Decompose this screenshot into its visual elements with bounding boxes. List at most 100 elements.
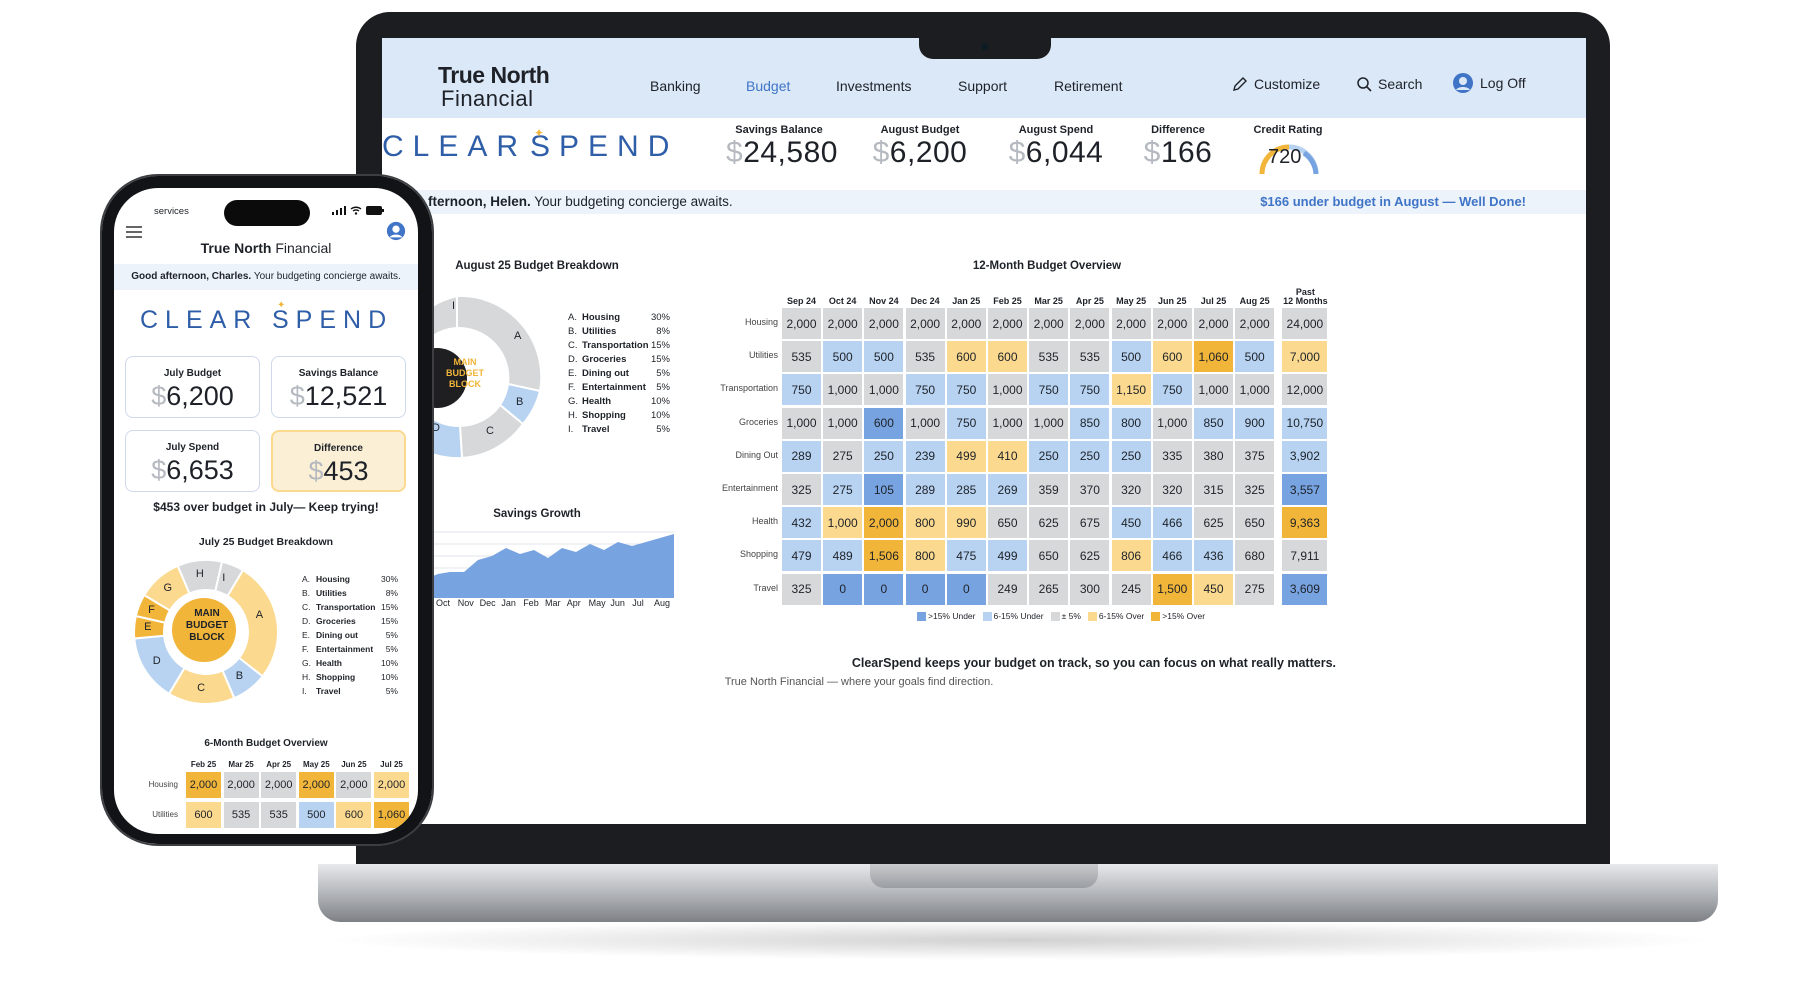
heatmap-cell[interactable]: 239: [905, 440, 945, 472]
heatmap-cell[interactable]: 250: [864, 440, 904, 472]
main-budget-block-button[interactable]: MAIN BUDGET BLOCK: [185, 608, 229, 643]
heatmap-cell[interactable]: 500: [1235, 341, 1275, 373]
heatmap-cell[interactable]: 289: [905, 474, 945, 505]
heatmap-cell[interactable]: 1,000: [905, 407, 945, 439]
heatmap-cell[interactable]: 750: [782, 374, 821, 406]
heatmap-cell[interactable]: 275: [823, 474, 863, 505]
customize-button[interactable]: Customize: [1232, 76, 1320, 92]
heatmap-cell[interactable]: 990: [946, 507, 986, 539]
brand-logo[interactable]: True North Financial: [438, 64, 550, 111]
nav-budget[interactable]: Budget: [746, 78, 791, 94]
heatmap-cell[interactable]: 436: [1194, 540, 1233, 572]
phone-heatmap-cell[interactable]: 1,060: [374, 802, 409, 828]
heatmap-cell[interactable]: 2,000: [946, 308, 986, 339]
heatmap-cell[interactable]: 0: [864, 573, 904, 605]
heatmap-cell[interactable]: 850: [1194, 407, 1233, 439]
heatmap-cell[interactable]: 245: [1111, 573, 1151, 605]
heatmap-total-cell[interactable]: 12,000: [1282, 374, 1328, 406]
heatmap-cell[interactable]: 325: [1235, 474, 1275, 505]
main-budget-block-button[interactable]: MAIN BUDGET BLOCK: [446, 357, 484, 389]
heatmap-cell[interactable]: 625: [1194, 507, 1233, 539]
heatmap-cell[interactable]: 500: [864, 341, 904, 373]
phone-heatmap-cell[interactable]: 535: [261, 802, 297, 828]
heatmap-cell[interactable]: 1,000: [864, 374, 904, 406]
heatmap-cell[interactable]: 2,000: [864, 308, 904, 339]
heatmap-cell[interactable]: 1,000: [823, 507, 863, 539]
heatmap-cell[interactable]: 2,000: [988, 308, 1027, 339]
heatmap-total-cell[interactable]: 3,609: [1282, 573, 1328, 605]
heatmap-cell[interactable]: 2,000: [1152, 308, 1192, 339]
heatmap-cell[interactable]: 300: [1070, 573, 1110, 605]
card-july-spend[interactable]: July Spend $6,653: [125, 430, 260, 492]
heatmap-cell[interactable]: 750: [946, 374, 986, 406]
heatmap-cell[interactable]: 475: [946, 540, 986, 572]
heatmap-cell[interactable]: 2,000: [823, 308, 863, 339]
heatmap-cell[interactable]: 0: [946, 573, 986, 605]
heatmap-cell[interactable]: 850: [1070, 407, 1110, 439]
phone-heatmap-cell[interactable]: 2,000: [261, 772, 297, 798]
heatmap-cell[interactable]: 250: [1111, 440, 1151, 472]
heatmap-cell[interactable]: 750: [946, 407, 986, 439]
phone-heatmap-cell[interactable]: 2,000: [223, 772, 259, 798]
card-difference[interactable]: Difference $453: [271, 430, 406, 492]
heatmap-cell[interactable]: 249: [988, 573, 1027, 605]
heatmap-cell[interactable]: 500: [823, 341, 863, 373]
heatmap-cell[interactable]: 489: [823, 540, 863, 572]
heatmap-cell[interactable]: 1,060: [1194, 341, 1233, 373]
heatmap-cell[interactable]: 1,500: [1152, 573, 1192, 605]
heatmap-cell[interactable]: 450: [1111, 507, 1151, 539]
heatmap-cell[interactable]: 500: [1111, 341, 1151, 373]
heatmap-cell[interactable]: 535: [782, 341, 821, 373]
heatmap-cell[interactable]: 650: [1235, 507, 1275, 539]
heatmap-cell[interactable]: 800: [905, 507, 945, 539]
nav-investments[interactable]: Investments: [836, 78, 912, 94]
heatmap-cell[interactable]: 265: [1029, 573, 1069, 605]
heatmap-cell[interactable]: 499: [988, 540, 1027, 572]
heatmap-cell[interactable]: 535: [1029, 341, 1069, 373]
heatmap-cell[interactable]: 750: [1070, 374, 1110, 406]
heatmap-cell[interactable]: 650: [988, 507, 1027, 539]
heatmap-cell[interactable]: 285: [946, 474, 986, 505]
heatmap-cell[interactable]: 0: [905, 573, 945, 605]
heatmap-cell[interactable]: 1,000: [1029, 407, 1069, 439]
phone-heatmap-cell[interactable]: 2,000: [336, 772, 372, 798]
phone-heatmap-cell[interactable]: 600: [336, 802, 372, 828]
donut-slice[interactable]: [214, 560, 245, 598]
heatmap-cell[interactable]: 315: [1194, 474, 1233, 505]
heatmap-cell[interactable]: 275: [1235, 573, 1275, 605]
phone-heatmap-cell[interactable]: 535: [223, 802, 259, 828]
heatmap-cell[interactable]: 432: [782, 507, 821, 539]
heatmap-cell[interactable]: 1,000: [988, 374, 1027, 406]
heatmap-cell[interactable]: 380: [1194, 440, 1233, 472]
heatmap-cell[interactable]: 275: [823, 440, 863, 472]
heatmap-cell[interactable]: 1,150: [1111, 374, 1151, 406]
heatmap-cell[interactable]: 800: [905, 540, 945, 572]
phone-heatmap-cell[interactable]: 2,000: [374, 772, 409, 798]
heatmap-cell[interactable]: 600: [946, 341, 986, 373]
phone-heatmap-cell[interactable]: 2,000: [186, 772, 221, 798]
heatmap-total-cell[interactable]: 3,557: [1282, 474, 1328, 505]
heatmap-cell[interactable]: 1,000: [1194, 374, 1233, 406]
heatmap-cell[interactable]: 600: [1152, 341, 1192, 373]
heatmap-cell[interactable]: 450: [1194, 573, 1233, 605]
heatmap-cell[interactable]: 466: [1152, 507, 1192, 539]
heatmap-cell[interactable]: 250: [1029, 440, 1069, 472]
heatmap-cell[interactable]: 625: [1070, 540, 1110, 572]
heatmap-total-cell[interactable]: 24,000: [1282, 308, 1328, 339]
heatmap-cell[interactable]: 2,000: [1235, 308, 1275, 339]
heatmap-cell[interactable]: 535: [1070, 341, 1110, 373]
heatmap-cell[interactable]: 370: [1070, 474, 1110, 505]
heatmap-cell[interactable]: 650: [1029, 540, 1069, 572]
heatmap-cell[interactable]: 900: [1235, 407, 1275, 439]
nav-banking[interactable]: Banking: [650, 78, 701, 94]
heatmap-cell[interactable]: 1,000: [1152, 407, 1192, 439]
heatmap-cell[interactable]: 320: [1152, 474, 1192, 505]
heatmap-cell[interactable]: 1,000: [988, 407, 1027, 439]
phone-heatmap-cell[interactable]: 500: [298, 802, 334, 828]
heatmap-cell[interactable]: 750: [905, 374, 945, 406]
phone-heatmap-cell[interactable]: 2,000: [298, 772, 334, 798]
user-icon[interactable]: [386, 221, 406, 241]
heatmap-cell[interactable]: 1,000: [782, 407, 821, 439]
heatmap-cell[interactable]: 800: [1111, 407, 1151, 439]
heatmap-cell[interactable]: 250: [1070, 440, 1110, 472]
